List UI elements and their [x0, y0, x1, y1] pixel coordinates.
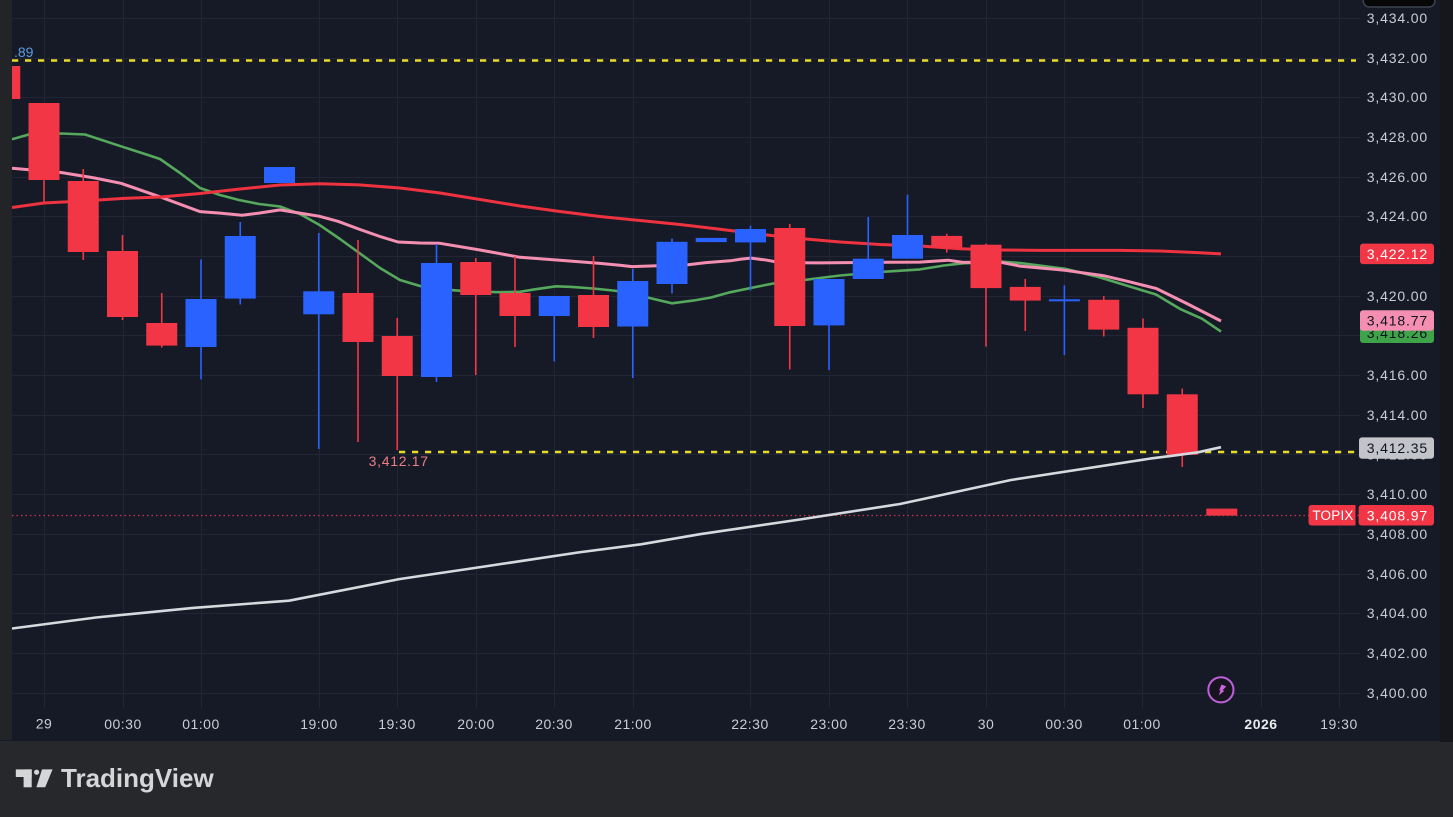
svg-text:01:00: 01:00 — [1123, 716, 1161, 732]
svg-text:2026: 2026 — [1244, 716, 1277, 732]
svg-text:3,418.77: 3,418.77 — [1367, 313, 1428, 329]
svg-text:3,420.00: 3,420.00 — [1367, 288, 1428, 304]
svg-text:3,404.00: 3,404.00 — [1367, 605, 1428, 621]
svg-text:3,430.00: 3,430.00 — [1367, 89, 1428, 105]
svg-text:21:00: 21:00 — [614, 716, 652, 732]
svg-text:19:30: 19:30 — [1320, 716, 1358, 732]
svg-text:00:30: 00:30 — [104, 716, 142, 732]
svg-text:30: 30 — [978, 716, 995, 732]
svg-text:3,412.17: 3,412.17 — [369, 453, 429, 469]
svg-text:22:30: 22:30 — [731, 716, 769, 732]
svg-text:19:30: 19:30 — [378, 716, 416, 732]
svg-text:01:00: 01:00 — [182, 716, 220, 732]
svg-text:3,410.00: 3,410.00 — [1367, 486, 1428, 502]
svg-text:00:30: 00:30 — [1045, 716, 1083, 732]
svg-text:3,408.97: 3,408.97 — [1367, 507, 1428, 523]
svg-text:3,422.12: 3,422.12 — [1367, 246, 1428, 262]
svg-text:19:00: 19:00 — [300, 716, 338, 732]
svg-text:23:30: 23:30 — [888, 716, 926, 732]
svg-text:.89: .89 — [14, 44, 34, 60]
svg-text:3,402.00: 3,402.00 — [1367, 645, 1428, 661]
svg-text:TOPIX: TOPIX — [1312, 508, 1353, 523]
svg-text:3,414.00: 3,414.00 — [1367, 407, 1428, 423]
svg-text:3,412.35: 3,412.35 — [1367, 440, 1428, 456]
svg-text:29: 29 — [36, 716, 53, 732]
svg-text:3,426.00: 3,426.00 — [1367, 169, 1428, 185]
svg-text:3,434.00: 3,434.00 — [1367, 10, 1428, 26]
svg-text:3,424.00: 3,424.00 — [1367, 208, 1428, 224]
svg-text:TradingView: TradingView — [61, 763, 214, 793]
svg-text:3,428.00: 3,428.00 — [1367, 129, 1428, 145]
svg-text:3,408.00: 3,408.00 — [1367, 526, 1428, 542]
svg-text:20:30: 20:30 — [535, 716, 573, 732]
svg-text:3,400.00: 3,400.00 — [1367, 685, 1428, 701]
svg-text:3,416.00: 3,416.00 — [1367, 367, 1428, 383]
svg-text:20:00: 20:00 — [457, 716, 495, 732]
svg-text:3,406.00: 3,406.00 — [1367, 566, 1428, 582]
svg-text:3,432.00: 3,432.00 — [1367, 50, 1428, 66]
svg-text:23:00: 23:00 — [810, 716, 848, 732]
